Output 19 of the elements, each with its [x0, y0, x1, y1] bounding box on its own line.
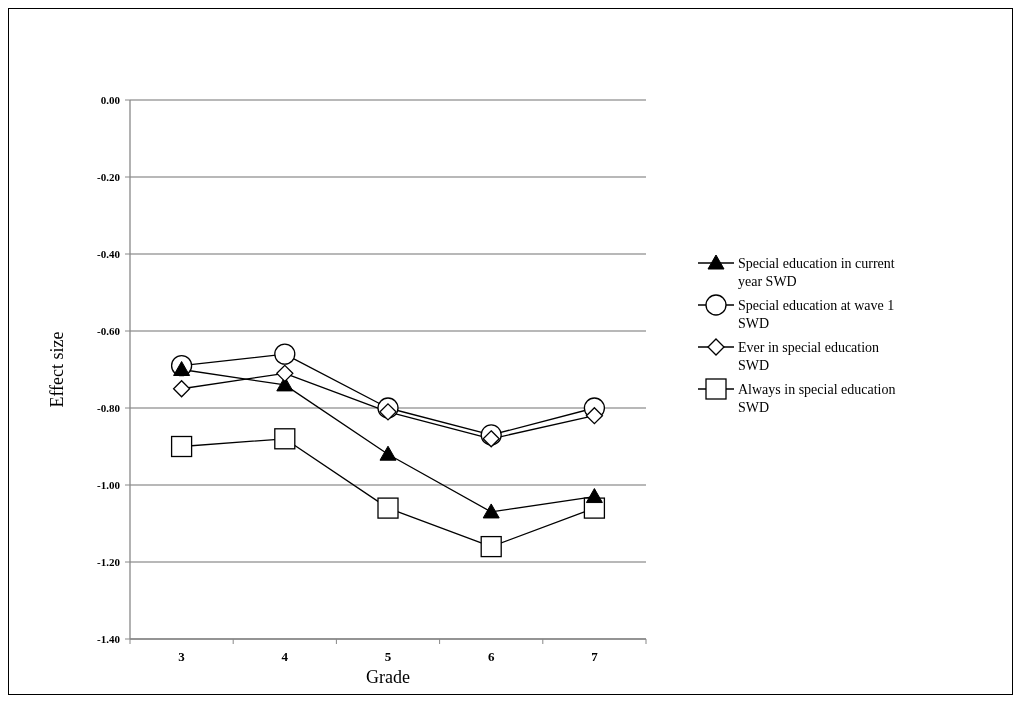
legend-label: Always in special education SWD [738, 381, 896, 415]
y-tick-label: -0.80 [97, 401, 121, 414]
x-axis-title: Grade [366, 667, 410, 687]
y-tick-label: -1.00 [97, 478, 121, 491]
y-tick-label: -0.40 [97, 247, 121, 260]
x-tick-label: 7 [591, 649, 599, 664]
x-tick-label: 5 [384, 649, 392, 664]
y-tick-label: 0.00 [100, 93, 121, 106]
x-tick-label: 3 [178, 649, 186, 664]
legend-label: Special education in current year SWD [738, 255, 895, 289]
legend-label: Ever in special education SWD [738, 339, 880, 373]
x-tick-label: 6 [487, 649, 495, 664]
y-tick-label: -0.60 [97, 324, 121, 337]
y-tick-label: -0.20 [97, 170, 121, 183]
legend-label: Special education at wave 1 SWD [738, 297, 895, 331]
y-axis-title: Effect size [47, 331, 67, 408]
y-tick-label: -1.20 [97, 555, 121, 568]
x-tick-label: 4 [281, 649, 289, 664]
y-tick-label: -1.40 [97, 632, 121, 645]
